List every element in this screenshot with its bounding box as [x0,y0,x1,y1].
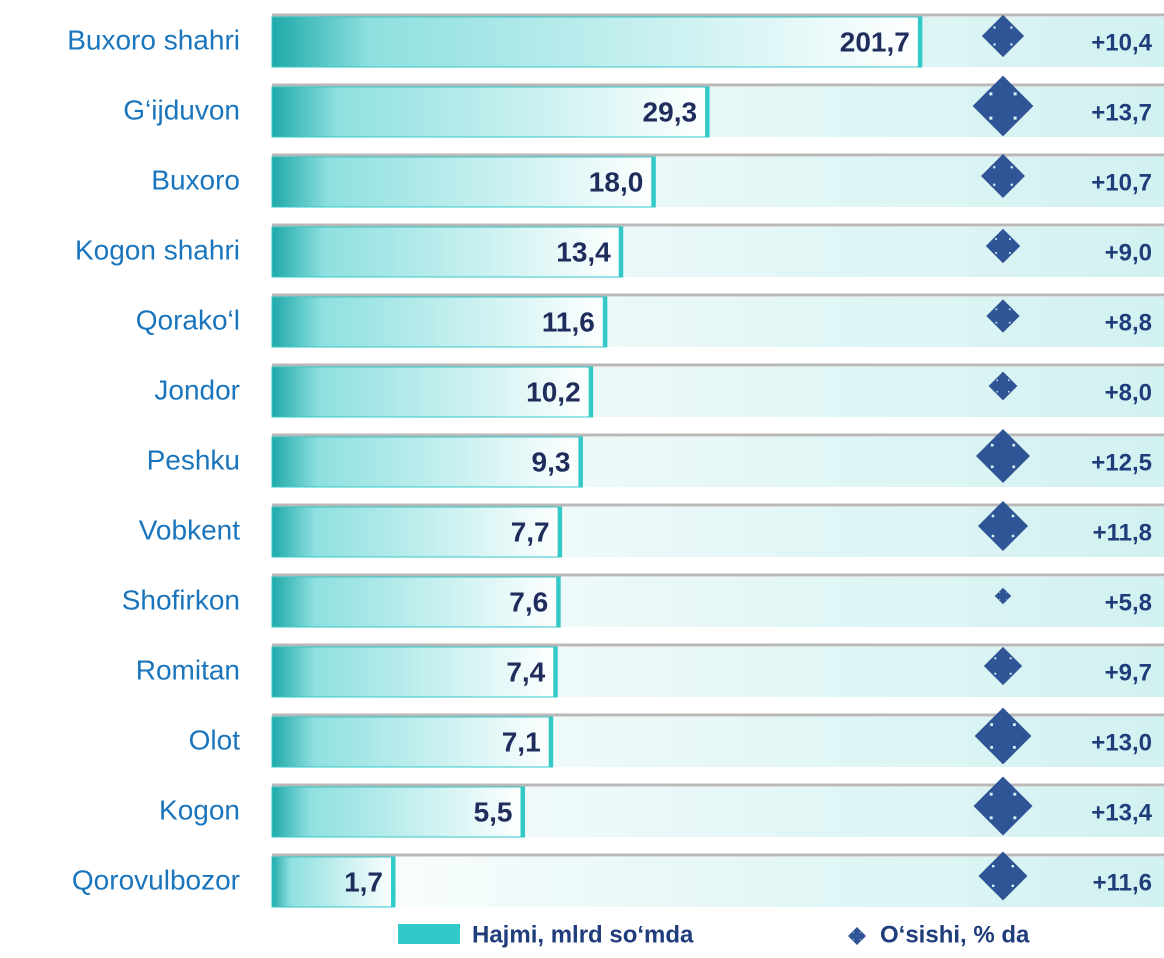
category-label: Jondor [154,374,240,405]
growth-marker [981,154,1025,198]
legend-label: Hajmi, mlrd so‘mda [472,921,694,948]
category-label: Buxoro shahri [67,24,240,55]
growth-label: +8,8 [1105,309,1152,336]
category-label: Qorako‘l [136,304,240,335]
growth-marker [985,228,1021,264]
growth-marker [973,776,1033,836]
bar-value-label: 9,3 [532,446,571,477]
bar-value-label: 7,1 [502,726,541,757]
bar [271,716,554,768]
bar-value-label: 7,4 [506,656,545,687]
bar-end [618,227,623,277]
growth-label: +10,7 [1091,169,1152,196]
category-label: Romitan [136,654,240,685]
bar [271,156,656,208]
growth-label: +11,6 [1093,869,1152,896]
growth-marker [977,500,1029,552]
bar-value-label: 29,3 [643,96,698,127]
bar [271,436,583,488]
category-label: Vobkent [139,514,240,545]
bar-value-label: 7,6 [509,586,548,617]
growth-label: +13,4 [1091,799,1152,826]
bar-value-label: 201,7 [840,26,910,57]
bar-end [553,647,558,697]
bar-value-label: 10,2 [526,376,581,407]
bar [271,856,396,908]
growth-marker [994,587,1012,605]
bar-end [588,367,593,417]
category-label: Peshku [147,444,240,475]
growth-marker [988,371,1018,401]
bar-end [391,857,395,907]
bar-end [556,577,561,627]
category-label: Buxoro [151,164,240,195]
growth-marker [974,707,1032,765]
category-label: Qorovulbozor [72,864,240,895]
bar-end [917,17,922,67]
category-label: Kogon [159,794,240,825]
bar-end [578,437,583,487]
category-label: G‘ijduvon [123,94,240,125]
bar-value-label: 1,7 [344,866,383,897]
row-background [272,857,1164,907]
bar [271,366,594,418]
category-label: Kogon shahri [75,234,240,265]
growth-marker [986,299,1020,333]
growth-label: +5,8 [1105,589,1152,616]
bar [271,86,710,138]
bar-value-label: 13,4 [556,236,611,267]
bar-value-label: 5,5 [474,796,513,827]
category-label: Shofirkon [122,584,240,615]
bar-end [557,507,562,557]
growth-marker [981,14,1025,58]
legend: Hajmi, mlrd so‘mda O‘sishi, % da [398,921,1030,948]
growth-label: +13,7 [1091,99,1152,126]
bar [271,506,563,558]
bar [271,576,561,628]
growth-marker [972,75,1034,137]
bar [271,646,558,698]
bar-end [705,87,710,137]
growth-marker [978,851,1028,901]
growth-label: +11,8 [1093,519,1152,546]
bar-end [651,157,656,207]
bar-end [548,717,553,767]
bar-value-label: 18,0 [589,166,644,197]
growth-marker [983,646,1023,686]
growth-label: +8,0 [1105,379,1152,406]
legend-label: O‘sishi, % da [880,921,1030,948]
bar-end [520,787,525,837]
category-label: Olot [189,724,241,755]
legend-marker [848,927,866,945]
bar-value-label: 7,7 [511,516,550,547]
growth-label: +9,0 [1105,239,1152,266]
growth-label: +10,4 [1091,29,1152,56]
growth-label: +12,5 [1091,449,1152,476]
bar [271,16,923,68]
legend-swatch [398,924,460,944]
bar [271,226,624,278]
bar-value-label: 11,6 [542,306,595,337]
bar-end [602,297,607,347]
growth-marker [976,429,1030,483]
growth-label: +13,0 [1091,729,1152,756]
bar [271,296,608,348]
growth-label: +9,7 [1105,659,1152,686]
